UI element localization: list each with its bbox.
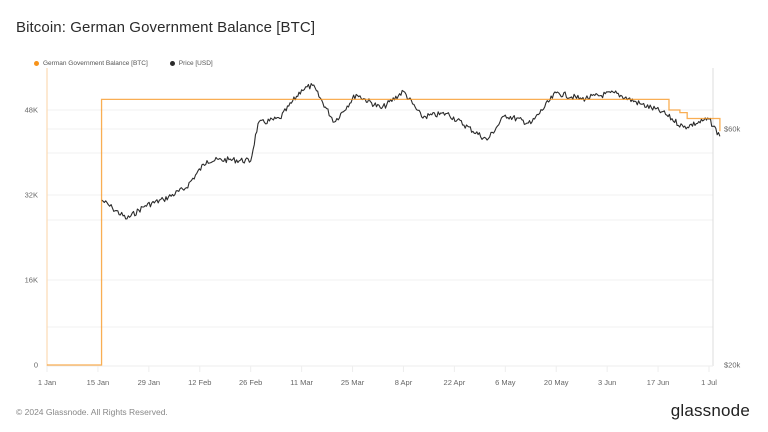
- glassnode-logo: glassnode: [670, 401, 750, 420]
- orange-dot-icon: [34, 61, 39, 66]
- chart-legend: German Government Balance [BTC] Price [U…: [34, 60, 213, 67]
- black-dot-icon: [169, 61, 175, 66]
- svg-text:6 May: 6 May: [495, 378, 516, 387]
- left-y-axis-labels: 0 16K 32K 48K: [25, 106, 38, 370]
- svg-text:$60k: $60k: [724, 125, 741, 134]
- svg-text:17 Jun: 17 Jun: [647, 378, 670, 387]
- svg-text:26 Feb: 26 Feb: [239, 378, 262, 387]
- svg-text:1 Jan: 1 Jan: [38, 378, 56, 387]
- legend-label-price: Price [USD]: [178, 60, 213, 67]
- legend-item-balance[interactable]: German Government Balance [BTC]: [34, 60, 148, 67]
- price-line: [101, 82, 721, 220]
- svg-text:32K: 32K: [25, 191, 38, 200]
- svg-text:8 Apr: 8 Apr: [395, 378, 413, 387]
- chart-title: Bitcoin: German Government Balance [BTC]: [16, 19, 316, 36]
- svg-text:25 Mar: 25 Mar: [341, 378, 365, 387]
- svg-text:15 Jan: 15 Jan: [87, 378, 110, 387]
- svg-text:$20k: $20k: [724, 361, 741, 370]
- svg-text:16K: 16K: [25, 276, 38, 285]
- svg-text:1 Jul: 1 Jul: [701, 378, 717, 387]
- svg-text:20 May: 20 May: [544, 378, 569, 387]
- svg-text:22 Apr: 22 Apr: [444, 378, 466, 387]
- svg-text:0: 0: [34, 361, 38, 370]
- svg-text:48K: 48K: [25, 106, 38, 115]
- legend-item-price[interactable]: Price [USD]: [169, 60, 213, 67]
- svg-text:12 Feb: 12 Feb: [188, 378, 211, 387]
- svg-text:11 Mar: 11 Mar: [290, 378, 313, 387]
- copyright-text: © 2024 Glassnode. All Rights Reserved.: [16, 407, 168, 417]
- x-axis-labels: 1 Jan 15 Jan 29 Jan 12 Feb 26 Feb 11 Mar 25 Ma…: [38, 378, 717, 387]
- gridlines: [46, 109, 713, 372]
- balance-line: [47, 98, 721, 366]
- svg-text:29 Jan: 29 Jan: [138, 378, 161, 387]
- svg-text:3 Jun: 3 Jun: [598, 378, 616, 387]
- legend-label-balance: German Government Balance [BTC]: [43, 60, 148, 67]
- right-y-axis-labels: $20k $60k: [724, 125, 741, 370]
